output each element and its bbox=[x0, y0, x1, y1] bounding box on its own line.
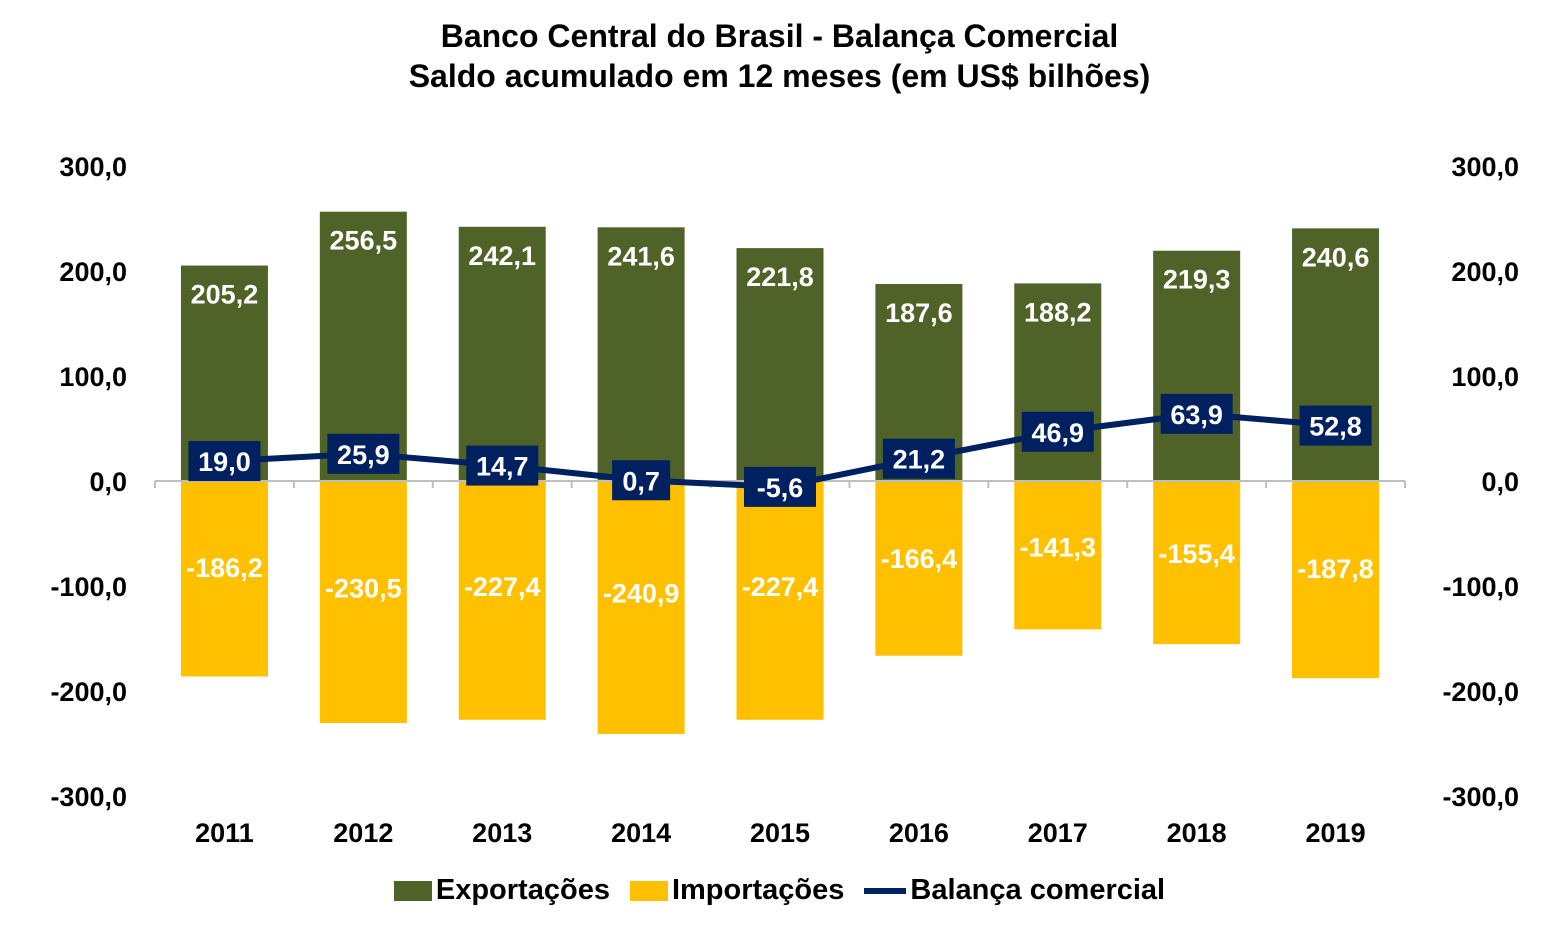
point-label-box bbox=[1299, 405, 1372, 446]
bar-importacoes-2016 bbox=[875, 481, 963, 656]
point-label-box bbox=[1021, 411, 1094, 452]
legend-label-exportacoes: Exportações bbox=[435, 874, 610, 906]
point-balanca-2018: 63,9 bbox=[1160, 393, 1233, 434]
x-tick-label-2013: 2013 bbox=[472, 818, 532, 848]
x-tick-label-2011: 2011 bbox=[195, 818, 254, 848]
bar-importacoes-2019 bbox=[1292, 481, 1380, 679]
point-label-box bbox=[466, 445, 539, 486]
legend: Exportações Importações Balança comercia… bbox=[0, 874, 1559, 907]
label-exportacoes-2012: 256,5 bbox=[330, 226, 398, 256]
label-importacoes-2017: -141,3 bbox=[1019, 532, 1096, 562]
point-label-balanca-2011: 19,0 bbox=[198, 447, 251, 477]
y-tick-label-left: 0,0 bbox=[89, 467, 127, 497]
y-tick-label-right: -300,0 bbox=[1442, 782, 1519, 812]
point-balanca-2014: 0,7 bbox=[612, 460, 671, 501]
y-tick-label-left: 300,0 bbox=[59, 152, 127, 182]
point-balanca-2017: 46,9 bbox=[1021, 411, 1094, 452]
point-label-balanca-2016: 21,2 bbox=[893, 445, 946, 475]
point-label-balanca-2017: 46,9 bbox=[1031, 418, 1084, 448]
label-exportacoes-2019: 240,6 bbox=[1302, 242, 1370, 272]
point-label-box bbox=[188, 441, 261, 482]
x-tick-label-2012: 2012 bbox=[333, 818, 393, 848]
y-tick-label-left: 100,0 bbox=[59, 362, 127, 392]
bar-importacoes-2018 bbox=[1153, 481, 1241, 645]
label-exportacoes-2014: 241,6 bbox=[607, 241, 675, 271]
label-exportacoes-2015: 221,8 bbox=[746, 262, 814, 292]
point-label-box bbox=[882, 438, 955, 479]
legend-item-balanca: Balança comercial bbox=[864, 874, 1165, 907]
y-tick-label-right: 100,0 bbox=[1451, 362, 1519, 392]
point-balanca-2012: 25,9 bbox=[327, 433, 400, 474]
chart-title: Banco Central do Brasil - Balança Comerc… bbox=[440, 18, 1119, 54]
legend-swatch-exportacoes bbox=[393, 880, 432, 901]
legend-swatch-balanca bbox=[864, 887, 907, 894]
bar-importacoes-2015 bbox=[736, 481, 824, 720]
y-tick-label-left: -300,0 bbox=[50, 782, 127, 812]
y-tick-label-left: 200,0 bbox=[59, 257, 127, 287]
bar-importacoes-2013 bbox=[458, 481, 546, 720]
bar-exportacoes-2013 bbox=[458, 226, 546, 481]
y-tick-label-right: 0,0 bbox=[1481, 467, 1519, 497]
point-label-balanca-2012: 25,9 bbox=[337, 440, 390, 470]
point-label-balanca-2014: 0,7 bbox=[622, 466, 660, 496]
label-exportacoes-2011: 205,2 bbox=[191, 280, 259, 310]
point-label-box bbox=[744, 466, 816, 507]
x-tick-label-2018: 2018 bbox=[1167, 818, 1227, 848]
label-importacoes-2014: -240,9 bbox=[603, 578, 680, 608]
label-importacoes-2015: -227,4 bbox=[742, 572, 819, 602]
label-importacoes-2018: -155,4 bbox=[1158, 539, 1235, 569]
point-label-balanca-2013: 14,7 bbox=[476, 452, 529, 482]
label-exportacoes-2013: 242,1 bbox=[468, 241, 536, 271]
point-label-balanca-2018: 63,9 bbox=[1170, 400, 1223, 430]
point-label-box bbox=[1160, 393, 1233, 434]
legend-label-balanca: Balança comercial bbox=[910, 874, 1166, 906]
bar-importacoes-2014 bbox=[597, 481, 685, 734]
x-tick-label-2017: 2017 bbox=[1028, 818, 1088, 848]
label-importacoes-2012: -230,5 bbox=[325, 573, 402, 603]
label-importacoes-2019: -187,8 bbox=[1297, 554, 1374, 584]
legend-label-importacoes: Importações bbox=[671, 874, 845, 906]
y-tick-label-right: 200,0 bbox=[1451, 257, 1519, 287]
x-tick-label-2016: 2016 bbox=[889, 818, 949, 848]
y-tick-label-left: -100,0 bbox=[50, 572, 127, 602]
label-exportacoes-2017: 188,2 bbox=[1024, 297, 1092, 327]
point-balanca-2013: 14,7 bbox=[466, 445, 539, 486]
y-tick-label-right: -200,0 bbox=[1442, 677, 1519, 707]
point-balanca-2015: -5,6 bbox=[744, 466, 816, 507]
point-label-box bbox=[327, 433, 400, 474]
y-tick-label-right: -100,0 bbox=[1442, 572, 1519, 602]
label-exportacoes-2018: 219,3 bbox=[1163, 265, 1231, 295]
point-label-box bbox=[612, 460, 671, 501]
label-importacoes-2011: -186,2 bbox=[186, 553, 263, 583]
bar-importacoes-2011 bbox=[180, 481, 268, 677]
point-balanca-2016: 21,2 bbox=[882, 438, 955, 479]
legend-item-importacoes: Importações bbox=[629, 874, 845, 907]
bar-importacoes-2012 bbox=[319, 481, 407, 724]
x-tick-label-2019: 2019 bbox=[1306, 818, 1366, 848]
bar-exportacoes-2018 bbox=[1153, 250, 1241, 481]
x-tick-label-2014: 2014 bbox=[611, 818, 671, 848]
label-importacoes-2013: -227,4 bbox=[464, 572, 541, 602]
bar-exportacoes-2014 bbox=[597, 227, 685, 481]
point-balanca-2011: 19,0 bbox=[188, 441, 261, 482]
bar-importacoes-2017 bbox=[1014, 481, 1102, 630]
label-exportacoes-2016: 187,6 bbox=[885, 298, 953, 328]
y-tick-label-right: 300,0 bbox=[1451, 152, 1519, 182]
legend-swatch-importacoes bbox=[629, 880, 668, 901]
x-tick-label-2015: 2015 bbox=[750, 818, 810, 848]
legend-item-exportacoes: Exportações bbox=[393, 874, 610, 907]
point-label-balanca-2015: -5,6 bbox=[757, 473, 804, 503]
bar-exportacoes-2015 bbox=[736, 248, 824, 481]
label-importacoes-2016: -166,4 bbox=[881, 544, 958, 574]
chart-subtitle: Saldo acumulado em 12 meses (em US$ bilh… bbox=[408, 58, 1151, 94]
point-balanca-2019: 52,8 bbox=[1299, 405, 1372, 446]
point-label-balanca-2019: 52,8 bbox=[1309, 412, 1362, 442]
y-tick-label-left: -200,0 bbox=[50, 677, 127, 707]
